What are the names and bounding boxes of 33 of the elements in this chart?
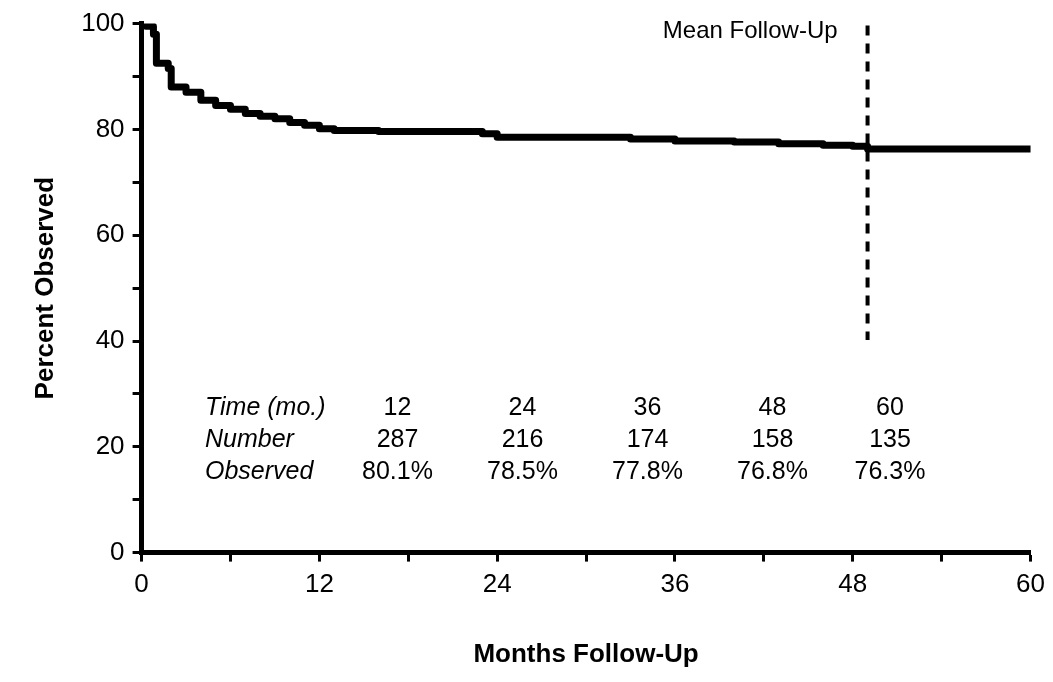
annotation: 60 [875,391,905,422]
annotation: 287 [375,423,420,454]
x-tick-label: 60 [1016,568,1045,599]
annotation: 80.1% [361,455,434,486]
annotation: 76.8% [736,455,809,486]
y-tick-label: 20 [95,429,125,460]
y-tick-label: 60 [95,218,125,249]
annotation: 12 [382,391,413,422]
y-tick-label: 40 [95,324,125,355]
annotation: 48 [757,391,788,422]
annotation: 158 [750,423,795,454]
annotation: 36 [632,391,663,422]
annotation: 174 [625,423,670,454]
x-tick-label: 24 [482,568,512,599]
ref-line-label: Mean Follow-Up [662,16,838,44]
annotation: 216 [500,423,545,454]
annotation: Time (mo.) [205,391,327,422]
annotation: 77.8% [611,455,684,486]
x-tick-label: 48 [838,568,868,599]
annotation: Observed [205,455,315,486]
y-axis-title: Percent Observed [28,176,59,400]
x-tick-label: 12 [304,568,334,599]
y-tick-label: 80 [95,112,125,143]
annotation: 78.5% [486,455,559,486]
annotation: 24 [507,391,538,422]
annotation: Number [205,423,296,454]
y-tick-label: 100 [81,6,125,37]
x-tick-label: 36 [660,568,690,599]
x-tick-label: 0 [134,568,149,599]
annotation: 135 [868,423,912,454]
x-axis-title: Months Follow-Up [473,637,699,668]
annotation: 76.3% [853,455,927,486]
y-tick-label: 0 [110,535,125,566]
